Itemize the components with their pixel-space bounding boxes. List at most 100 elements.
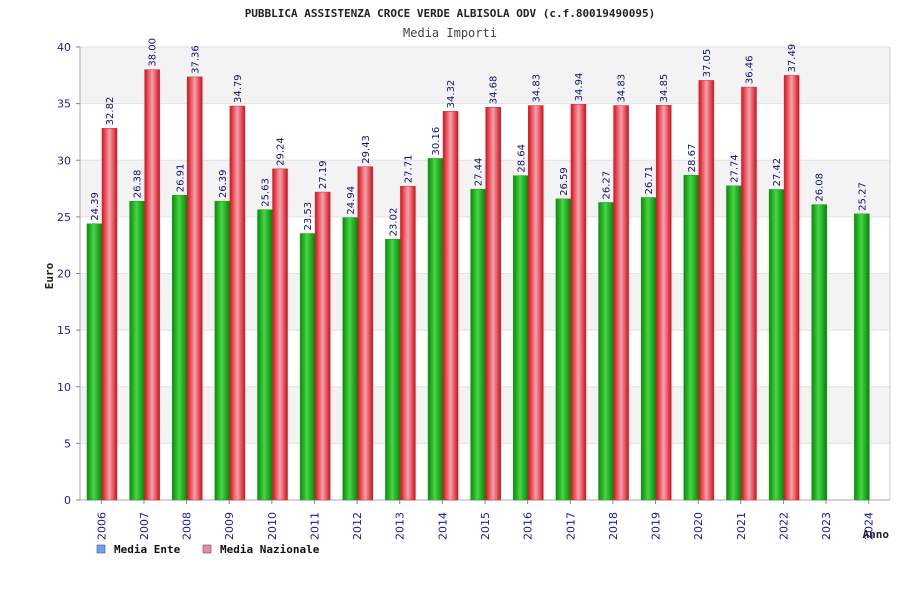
data-label: 26.08 [815,173,826,202]
bar-media-ente [427,158,444,501]
data-label: 34.68 [489,76,500,105]
data-label: 34.94 [574,73,585,102]
bar-media-nazionale [187,76,203,501]
data-label: 24.94 [346,186,357,215]
data-label: 27.44 [474,158,485,187]
data-label: 26.91 [175,164,186,193]
x-tick-label: 2008 [181,512,194,540]
bar-media-nazionale [655,105,672,501]
data-label: 26.38 [133,170,144,199]
legend: Media Ente Media Nazionale [96,543,320,556]
bar-media-ente [683,175,700,501]
data-label: 26.59 [559,167,570,196]
legend-swatch-nazionale [202,544,212,554]
bar-media-ente [854,213,870,501]
x-tick-label: 2019 [650,512,663,540]
bar-media-nazionale [442,111,459,501]
bar-media-ente [299,233,316,501]
bar-media-ente [342,217,359,501]
x-tick-label: 2011 [308,512,321,540]
x-tick-label: 2023 [820,512,833,540]
data-label: 29.43 [361,135,372,164]
bar-media-ente [470,188,486,501]
x-tick-label: 2010 [266,512,279,540]
data-label: 28.67 [687,144,698,173]
x-tick-label: 2012 [351,512,364,540]
x-tick-label: 2009 [223,512,236,540]
bar-media-ente [214,200,231,501]
y-tick-label: 10 [57,381,71,394]
y-axis-label: Euro [43,262,56,289]
x-tick-label: 2021 [735,512,748,540]
plot-area: 0 5 10 15 20 25 30 35 40 24.39 32.82 2006 26.38 38.00… [57,38,891,540]
x-axis-label: Anno [863,528,890,541]
bar-media-ente [726,185,742,501]
bar-media-ente [257,209,273,501]
data-label: 34.83 [531,74,542,103]
x-tick-label: 2016 [522,512,535,540]
data-label: 29.24 [276,137,287,166]
y-tick-label: 25 [57,211,71,224]
bar-media-ente [811,204,827,501]
chart-title: PUBBLICA ASSISTENZA CROCE VERDE ALBISOLA… [245,7,656,20]
bar-media-nazionale [400,185,416,501]
y-tick-label: 15 [57,324,71,337]
data-label: 34.79 [233,74,244,103]
data-label: 28.64 [516,144,527,173]
data-label: 25.63 [261,178,272,207]
data-label: 37.49 [787,44,798,73]
bar-media-nazionale [698,80,715,501]
bar-media-nazionale [357,166,374,501]
bar-media-nazionale [570,104,587,501]
x-tick-label: 2017 [564,512,577,540]
data-label: 27.42 [772,158,783,187]
x-tick-label: 2022 [777,512,790,540]
y-tick-label: 5 [64,437,71,450]
data-label: 37.36 [190,45,201,74]
bar-media-ente [86,223,103,501]
legend-label-ente: Media Ente [114,543,181,556]
bar-media-nazionale [741,86,757,501]
x-tick-label: 2020 [692,512,705,540]
bar-media-nazionale [783,75,800,501]
data-label: 32.82 [105,97,116,126]
data-label: 23.02 [388,208,399,237]
data-label: 27.19 [318,160,329,189]
data-label: 24.39 [90,192,101,221]
data-label: 37.05 [702,49,713,78]
chart-subtitle: Media Importi [403,26,497,40]
y-tick-label: 30 [57,154,71,167]
bar-media-nazionale [101,128,118,501]
bar-media-ente [385,239,401,501]
bar-media-nazionale [229,105,246,501]
data-label: 26.39 [218,169,229,198]
bar-media-ente [640,197,657,501]
data-label: 34.32 [446,80,457,109]
x-tick-label: 2015 [479,512,492,540]
x-tick-label: 2024 [863,512,876,540]
bar-media-nazionale [144,69,160,501]
y-tick-label: 0 [64,494,71,507]
y-tick-label: 35 [57,98,71,111]
data-label: 38.00 [148,38,159,67]
bar-media-ente [768,189,785,501]
data-label: 34.83 [617,74,628,103]
bar-media-ente [555,198,572,501]
y-tick-label: 20 [57,268,71,281]
x-tick-label: 2007 [138,512,151,540]
data-label: 34.85 [659,74,670,103]
data-label: 25.27 [857,182,868,211]
bar-media-ente [513,175,529,501]
bar-media-nazionale [485,106,501,501]
x-tick-label: 2006 [95,512,108,540]
bar-media-ente [598,202,614,501]
bar-media-nazionale [314,191,331,501]
data-label: 23.53 [303,202,314,231]
bar-media-ente [129,200,145,501]
x-tick-label: 2018 [607,512,620,540]
bar-media-nazionale [528,105,544,501]
bar-media-nazionale [272,168,288,501]
bar-media-nazionale [613,105,629,501]
data-label: 26.71 [644,166,655,195]
